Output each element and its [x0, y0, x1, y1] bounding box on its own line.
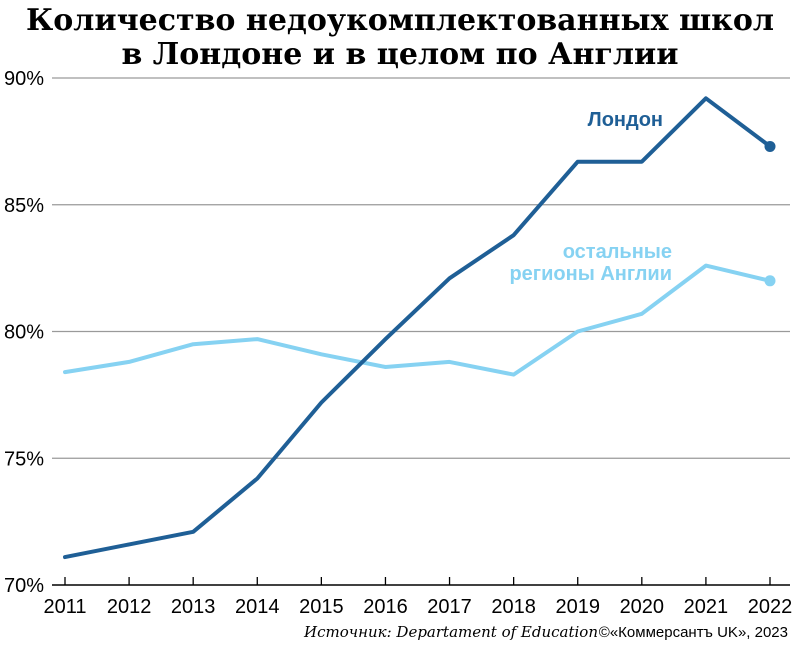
y-tick-label: 90% [4, 68, 44, 90]
x-tick-label: 2014 [235, 596, 280, 618]
series-labels: Лондон остальные регионы Англии [509, 109, 672, 285]
series-label-0: Лондон [588, 109, 663, 131]
x-tick-label: 2017 [427, 596, 472, 618]
chart-title-line-2: в Лондоне и в целом по Англии [121, 37, 679, 72]
chart-title-line-1: Количество недоукомплектованных школ [25, 3, 775, 38]
x-tick-label: 2020 [620, 596, 665, 618]
x-tick-label: 2019 [555, 596, 600, 618]
y-axis-ticks: 70% 75% 80% 85% 90% [4, 68, 44, 597]
series-label-line: регионы Англии [509, 263, 672, 285]
series-label-1: остальные регионы Англии [509, 241, 672, 285]
x-tick-label: 2012 [107, 596, 152, 618]
gridlines [52, 77, 790, 586]
y-tick-label: 75% [4, 448, 44, 470]
x-tick-label: 2022 [748, 596, 793, 618]
y-tick-label: 70% [4, 575, 44, 597]
series-line-1 [63, 263, 772, 377]
series-end-point-1 [764, 275, 776, 287]
series-label-line: остальные [563, 241, 672, 263]
chart-title: Количество недоукомплектованных школ в Л… [0, 4, 800, 72]
y-tick-label: 85% [4, 195, 44, 217]
copyright-note: ©«Коммерсантъ UK», 2023 [599, 624, 788, 641]
series-line-0 [63, 96, 772, 560]
x-tick-label: 2018 [491, 596, 536, 618]
series-end-point-0 [764, 140, 776, 152]
x-tick-label: 2015 [299, 596, 344, 618]
series-label-line: Лондон [588, 109, 663, 131]
x-tick-label: 2021 [684, 596, 729, 618]
x-tick-label: 2013 [171, 596, 216, 618]
y-tick-label: 80% [4, 322, 44, 344]
source-note: Источник: Departament of Education [303, 623, 598, 641]
x-tick-label: 2016 [363, 596, 408, 618]
x-tick-label: 2011 [43, 596, 86, 618]
series-lines [63, 96, 776, 560]
x-axis: 2011 2012 2013 2014 2015 2016 2017 2018 2019 2020… [43, 577, 792, 618]
